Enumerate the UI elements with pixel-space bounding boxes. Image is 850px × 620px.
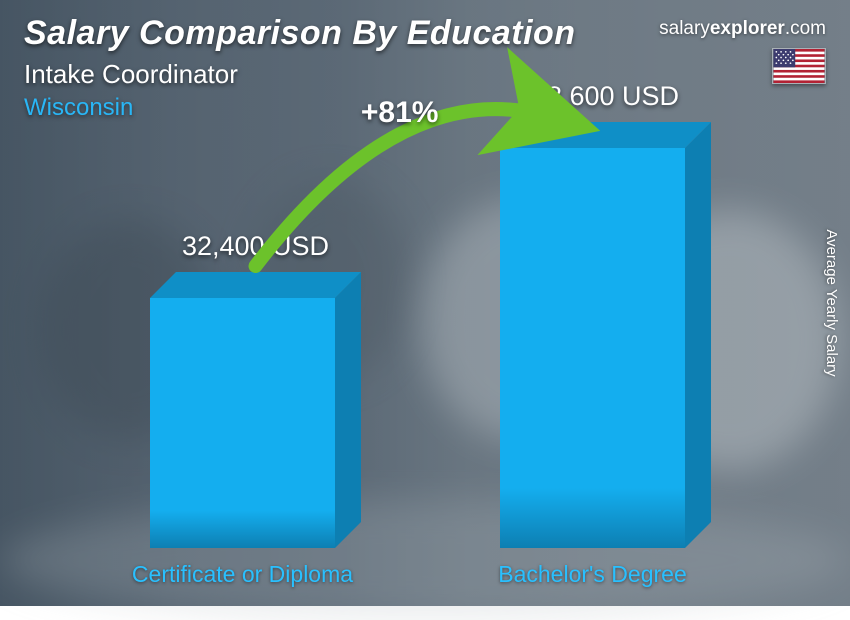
delta-label: +81% [361, 96, 439, 130]
delta-arrow-icon [0, 0, 850, 606]
chart-canvas: Salary Comparison By Education Intake Co… [0, 0, 850, 606]
chart-area: 32,400 USDCertificate or Diploma58,600 U… [0, 0, 850, 606]
